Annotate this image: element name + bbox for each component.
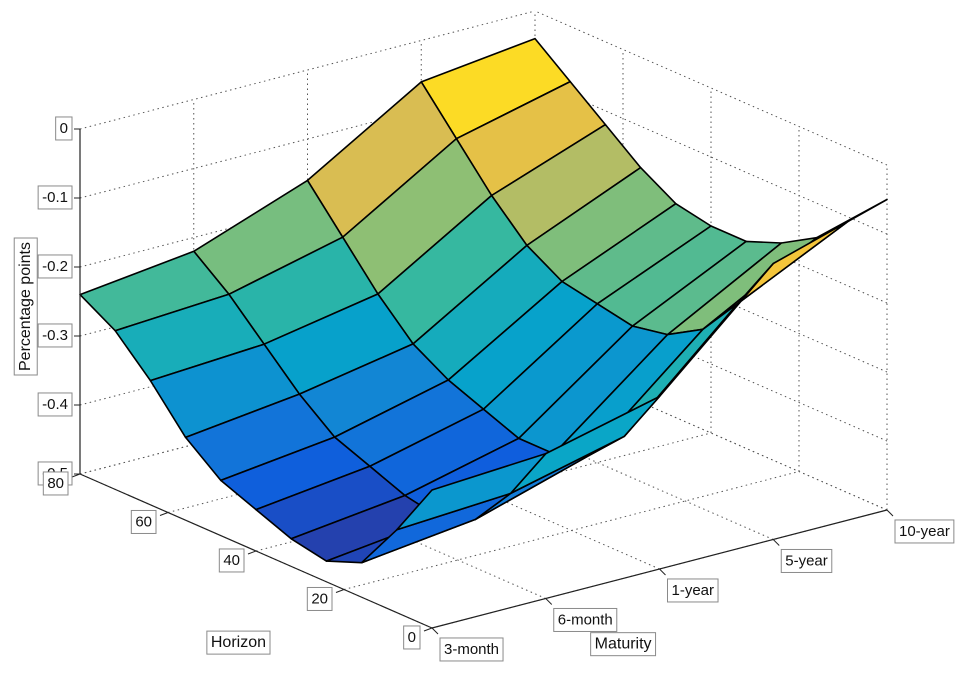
horizon-tick-label-2: 40 (218, 548, 245, 573)
z-tick-label-1-box (37, 185, 73, 210)
z-tick-label-2-text: -0.2 (42, 258, 68, 275)
maturity-tick-label-0-text: 3-month (444, 641, 499, 658)
horizon-tick-mark-4 (71, 473, 81, 478)
maturity-axis-title-box (590, 632, 657, 657)
surface-patch-m0-h0 (395, 452, 547, 531)
z-tick-label-2-box (37, 254, 73, 279)
maturity-tick-mark-2 (659, 568, 666, 576)
horizon-tick-mark-2 (247, 550, 257, 555)
maturity-axis-title: Maturity (590, 632, 657, 657)
maturity-tick-label-2: 1-year (667, 578, 719, 603)
z-tick-label-3: -0.3 (37, 323, 73, 348)
horizon-tick-label-2-text: 40 (223, 552, 240, 569)
maturity-tick-label-2-text: 1-year (672, 582, 715, 599)
maturity-tick-label-3-text: 5-year (785, 552, 828, 569)
horizon-tick-label-1-text: 20 (311, 590, 328, 607)
maturity-tick-label-1-text: 6-month (558, 611, 613, 628)
horizon-tick-label-3: 60 (130, 509, 157, 534)
horizon-tick-label-0-box (403, 625, 421, 650)
horizon-axis-title-box (206, 630, 271, 655)
horizon-tick-mark-1 (335, 589, 345, 593)
horizon-tick-label-4: 80 (42, 471, 69, 496)
horizon-tick-label-3-text: 60 (135, 513, 152, 530)
grid-line-floor-h-1 (343, 471, 800, 590)
horizon-tick-label-1-box (306, 586, 333, 611)
z-tick-label-4: -0.4 (37, 392, 73, 417)
maturity-tick-label-4-text: 10-year (899, 523, 950, 540)
horizon-tick-label-4-text: 80 (47, 475, 64, 492)
z-tick-label-0-text: 0 (60, 120, 68, 137)
maturity-tick-label-4-box (894, 519, 955, 544)
horizon-tick-mark-0 (423, 627, 433, 632)
z-axis-title-box (13, 237, 38, 376)
z-tick-label-4-text: -0.4 (42, 396, 68, 413)
horizon-tick-label-0: 0 (403, 625, 421, 650)
horizon-tick-label-3-box (130, 509, 157, 534)
maturity-tick-label-4: 10-year (894, 519, 955, 544)
maturity-tick-label-0: 3-month (439, 637, 504, 662)
maturity-tick-label-2-box (667, 578, 719, 603)
surface-layer (79, 37, 888, 564)
maturity-tick-label-0-box (439, 637, 504, 662)
maturity-tick-label-1: 6-month (553, 607, 618, 632)
z-tick-label-2: -0.2 (37, 254, 73, 279)
maturity-axis-title-text: Maturity (595, 636, 652, 653)
grid-line-z-back-0 (79, 10, 536, 130)
z-tick-label-1: -0.1 (37, 185, 73, 210)
maturity-tick-mark-0 (431, 627, 439, 635)
horizon-axis-title: Horizon (206, 630, 271, 655)
z-axis-title-text: Percentage points (17, 242, 34, 371)
z-tick-label-0-box (55, 116, 73, 141)
grid-line-z-side-0 (534, 10, 888, 166)
horizon-tick-label-4-box (42, 471, 69, 496)
z-axis-title: Percentage points (13, 237, 38, 376)
maturity-tick-label-3-box (780, 548, 833, 573)
maturity-tick-label-3: 5-year (780, 548, 833, 573)
z-tick-label-3-box (37, 323, 73, 348)
horizon-tick-label-0-text: 0 (408, 629, 416, 646)
horizon-tick-label-2-box (218, 548, 245, 573)
maturity-tick-mark-1 (545, 598, 553, 605)
horizon-tick-label-1: 20 (306, 586, 333, 611)
z-tick-label-0: 0 (55, 116, 73, 141)
z-tick-label-4-box (37, 392, 73, 417)
label-layer: 0-0.1-0.2-0.3-0.4-0.50204060803-month6-m… (13, 116, 955, 662)
z-tick-label-1-text: -0.1 (42, 189, 68, 206)
z-tick-label-3-text: -0.3 (42, 327, 68, 344)
grid-line-z-side-1 (534, 79, 888, 235)
maturity-tick-label-1-box (553, 607, 618, 632)
axis-layer (71, 128, 894, 635)
maturity-tick-mark-4 (886, 509, 894, 517)
maturity-tick-mark-3 (772, 539, 780, 546)
horizon-tick-mark-3 (159, 512, 169, 516)
horizon-axis-title-text: Horizon (211, 634, 266, 651)
